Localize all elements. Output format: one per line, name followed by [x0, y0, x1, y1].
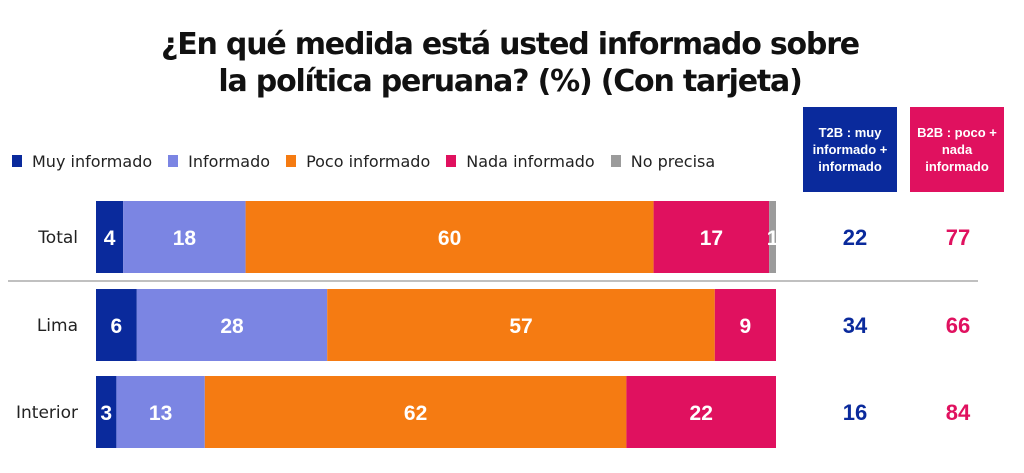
legend-item-informado: Informado	[168, 152, 270, 171]
data-label-informado-interior: 13	[149, 402, 172, 425]
legend-swatch-informado	[168, 155, 179, 167]
data-label-poco-informado-lima: 57	[509, 315, 532, 338]
bar-muy-informado-interior	[96, 376, 117, 448]
bar-poco-informado-total	[245, 201, 654, 273]
bar-poco-informado-interior	[204, 376, 627, 448]
t2b-value-lima: 34	[843, 313, 868, 338]
chart-title-line-1: ¿En qué medida está usted informado sobr…	[161, 27, 860, 62]
legend-label-poco-informado: Poco informado	[306, 151, 431, 171]
data-label-nada-informado-total: 17	[700, 227, 723, 250]
bar-nada-informado-total	[653, 201, 770, 273]
legend-label-no-precisa: No precisa	[630, 151, 716, 171]
data-label-nada-informado-lima: 9	[740, 315, 752, 338]
data-label-poco-informado-interior: 62	[404, 402, 427, 425]
category-label-total: Total	[37, 228, 78, 248]
bar-nada-informado-interior	[626, 376, 776, 448]
legend-item-nada-informado: Nada informado	[446, 151, 595, 171]
b2b-value-interior: 84	[946, 400, 971, 425]
legend-label-muy-informado: Muy informado	[32, 151, 153, 171]
legend-label-nada-informado: Nada informado	[466, 151, 595, 171]
legend-label-informado: Informado	[188, 151, 271, 171]
data-label-informado-total: 18	[173, 227, 197, 250]
legend-item-no-precisa: No precisa	[610, 151, 716, 171]
bar-nada-informado-lima	[714, 289, 776, 361]
category-label-interior: Interior	[16, 403, 78, 423]
data-label-muy-informado-lima: 6	[111, 315, 123, 338]
bar-poco-informado-lima	[327, 289, 715, 361]
chart-title: ¿En qué medida está usted informado sobr…	[150, 26, 870, 100]
data-label-informado-lima: 28	[220, 315, 244, 338]
bar-informado-interior	[116, 376, 205, 448]
data-label-no-precisa-total: 1	[767, 227, 779, 250]
b2b-value-total: 77	[946, 225, 970, 250]
data-label-poco-informado-total: 60	[438, 227, 461, 250]
chart-title-line-2: la política peruana? (%) (Con tarjeta)	[218, 64, 802, 99]
bar-informado-total	[123, 201, 246, 273]
b2b-header: B2B : poco + nada informado	[910, 107, 1004, 192]
t2b-header: T2B : muy informado + informado	[803, 107, 897, 192]
legend-swatch-nada-informado	[446, 155, 457, 167]
category-label-lima: Lima	[37, 316, 78, 336]
t2b-value-total: 22	[843, 225, 867, 250]
b2b-value-lima: 66	[946, 313, 970, 338]
data-label-nada-informado-interior: 22	[690, 402, 713, 425]
data-label-muy-informado-interior: 3	[100, 402, 112, 425]
bar-informado-lima	[136, 289, 328, 361]
bar-muy-informado-total	[96, 201, 124, 273]
t2b-value-interior: 16	[843, 400, 867, 425]
legend: Muy informado Informado Poco informado N…	[12, 150, 731, 172]
legend-swatch-no-precisa	[610, 155, 621, 167]
legend-item-muy-informado: Muy informado	[12, 152, 152, 171]
data-label-muy-informado-total: 4	[104, 227, 116, 250]
legend-swatch-poco-informado	[286, 155, 297, 167]
legend-swatch-muy-informado	[12, 155, 22, 167]
legend-item-poco-informado: Poco informado	[286, 152, 430, 171]
bar-muy-informado-lima	[96, 289, 137, 361]
bar-no-precisa-total	[769, 201, 776, 273]
